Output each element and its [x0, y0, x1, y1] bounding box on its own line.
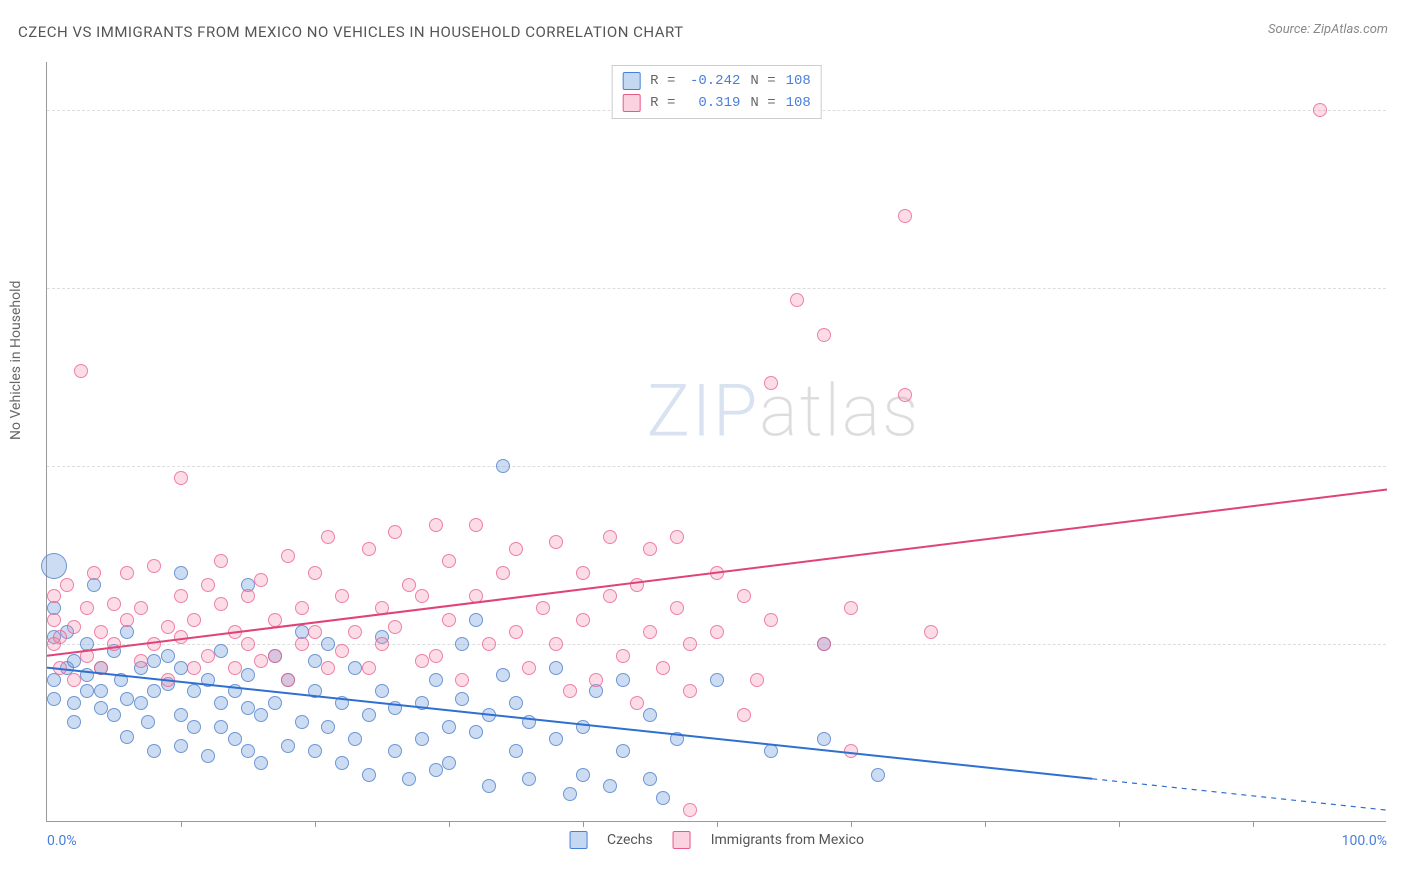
- legend-n-value: 108: [786, 73, 811, 89]
- y-axis-label: No Vehicles in Household: [8, 281, 24, 440]
- y-tick-label: 15.0%: [1391, 458, 1406, 474]
- x-tick-mark: [583, 821, 584, 827]
- legend-swatch: [622, 94, 640, 112]
- y-tick-label: 7.5%: [1391, 636, 1406, 652]
- x-tick-mark: [315, 821, 316, 827]
- legend-stats-row: R =0.319N =108: [622, 92, 811, 114]
- x-tick-mark: [851, 821, 852, 827]
- plot-area: ZIPatlas 7.5%15.0%22.5%30.0%0.0%100.0%R …: [46, 62, 1386, 822]
- x-axis-max-label: 100.0%: [1342, 833, 1387, 849]
- x-tick-mark: [449, 821, 450, 827]
- legend-swatch: [569, 831, 587, 849]
- legend-r-value: 0.319: [685, 95, 740, 111]
- legend-stats-row: R =-0.242N =108: [622, 70, 811, 92]
- y-tick-label: 22.5%: [1391, 280, 1406, 296]
- y-tick-label: 30.0%: [1391, 102, 1406, 118]
- x-tick-mark: [181, 821, 182, 827]
- x-axis-min-label: 0.0%: [47, 833, 77, 849]
- x-tick-mark: [717, 821, 718, 827]
- legend-series-label: Immigrants from Mexico: [711, 832, 864, 848]
- legend-swatch: [622, 72, 640, 90]
- chart-title: CZECH VS IMMIGRANTS FROM MEXICO NO VEHIC…: [18, 23, 684, 41]
- x-tick-mark: [1119, 821, 1120, 827]
- legend-r-value: -0.242: [685, 73, 740, 89]
- source-label: Source: ZipAtlas.com: [1268, 22, 1388, 37]
- x-tick-mark: [1253, 821, 1254, 827]
- legend-stats: R =-0.242N =108R =0.319N =108: [611, 65, 822, 119]
- legend-n-value: 108: [786, 95, 811, 111]
- legend-series: Czechs Immigrants from Mexico: [569, 831, 864, 849]
- regression-lines: [47, 62, 1386, 821]
- title-bar: CZECH VS IMMIGRANTS FROM MEXICO NO VEHIC…: [18, 22, 1388, 46]
- x-tick-mark: [985, 821, 986, 827]
- legend-series-label: Czechs: [607, 832, 653, 848]
- legend-swatch: [673, 831, 691, 849]
